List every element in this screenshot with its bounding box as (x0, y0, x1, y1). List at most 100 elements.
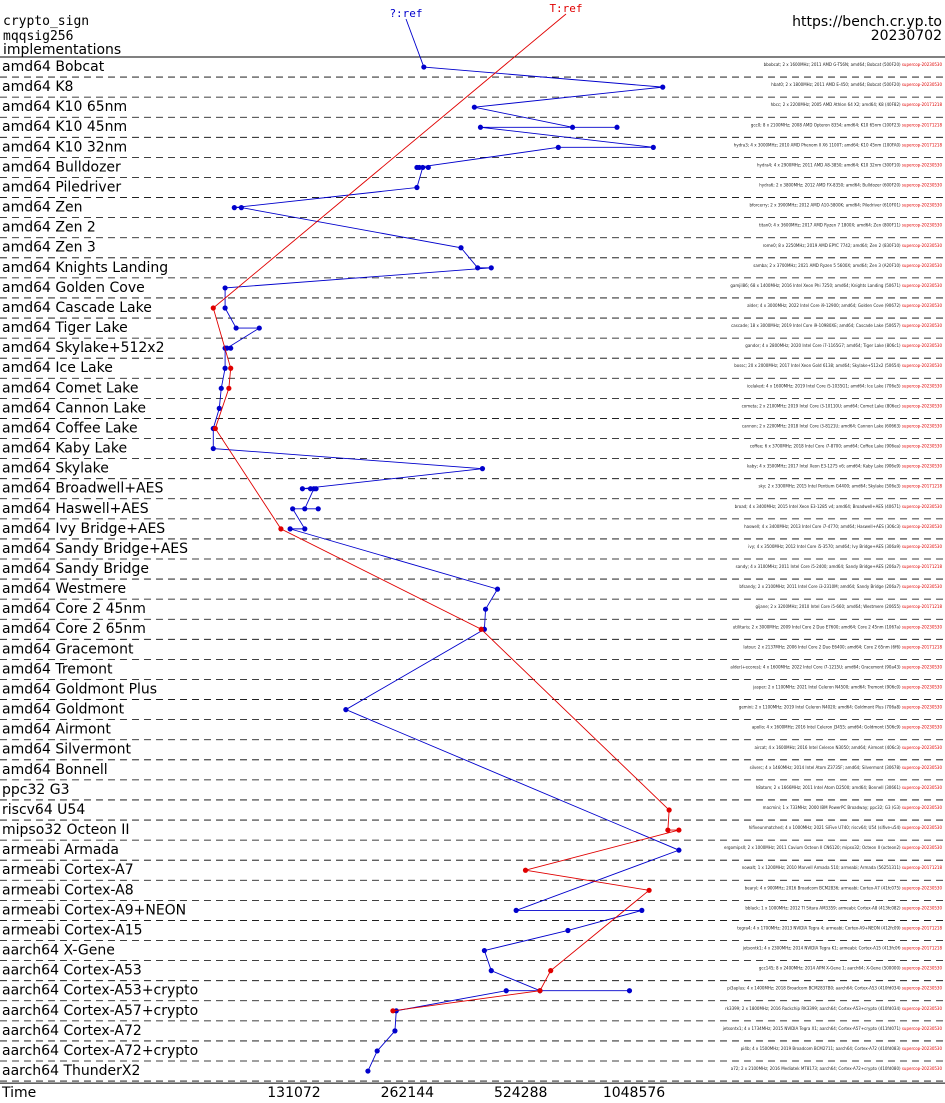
data-point (565, 928, 570, 933)
category-label: amd64 Ivy Bridge+AES (2, 521, 165, 537)
category-label: amd64 Core 2 45nm (2, 601, 146, 617)
machine-label: gcc145; 8 x 2400MHz; 2014 APM X-Gene 1; … (759, 966, 943, 971)
machine-label: samba; 2 x 3700MHz; 2021 AMD Ryzen 5 560… (753, 263, 942, 268)
machine-label: bossc; 20 x 2000MHz; 2017 Intel Xeon Gol… (734, 363, 942, 368)
machine-label: hydra4; 4 x 2900MHz; 2011 AMD A8-3850; a… (757, 162, 942, 167)
category-label: aarch64 Cortex-A72 (2, 1023, 142, 1039)
data-point (316, 506, 321, 511)
machine-label: gandor; 4 x 2800MHz; 2020 Intel Core i7-… (745, 343, 942, 348)
category-label: amd64 Zen (2, 200, 82, 216)
data-point (514, 908, 519, 913)
category-label: amd64 Haswell+AES (2, 501, 149, 517)
data-point (302, 506, 307, 511)
machine-label: cannon; 2 x 2200MHz; 2018 Intel Core i3-… (742, 423, 943, 428)
data-point (300, 486, 305, 491)
data-point (211, 305, 216, 310)
category-label: riscv64 U54 (2, 802, 85, 818)
machine-label: bearyl; 4 x 900MHz; 2016 Broadcom BCM283… (745, 885, 943, 890)
category-label: amd64 Zen 2 (2, 220, 96, 236)
data-point (390, 1008, 395, 1013)
category-label: amd64 Bonnell (2, 762, 108, 778)
category-label: aarch64 Cortex-A57+crypto (2, 1003, 198, 1019)
data-point (480, 466, 485, 471)
machine-label: alder(+ecores); 4 x 1600MHz; 2022 Intel … (730, 664, 942, 669)
data-point (660, 85, 665, 90)
data-point (479, 627, 484, 632)
category-label: amd64 Sandy Bridge (2, 561, 149, 577)
category-label: amd64 Bobcat (2, 59, 105, 75)
category-label: amd64 Cannon Lake (2, 400, 146, 416)
machine-label: tegra4; 4 x 1700MHz; 2013 NVIDIA Tegra 4… (737, 925, 942, 930)
machine-label: titan0; 4 x 3600MHz; 2017 AMD Ryzen 7 18… (759, 223, 942, 228)
category-label: amd64 Gracemont (2, 641, 134, 657)
data-point (421, 64, 426, 69)
machine-label: gemini; 2 x 1100MHz; 2019 Intel Celeron … (739, 705, 943, 710)
data-point (537, 988, 542, 993)
machine-label: apollo; 4 x 1600MHz; 2016 Intel Celeron … (752, 725, 943, 730)
category-label: amd64 Silvermont (2, 742, 132, 758)
category-label: amd64 Cascade Lake (2, 300, 152, 316)
category-label: armeabi Armada (2, 842, 119, 858)
data-point (523, 868, 528, 873)
machine-label: haswell; 4 x 3400MHz; 2013 Intel Core i7… (744, 524, 942, 529)
category-label: aarch64 Cortex-A72+crypto (2, 1043, 198, 1059)
data-point (475, 265, 480, 270)
data-point (232, 205, 237, 210)
data-point (211, 446, 216, 451)
data-point (495, 587, 500, 592)
category-label: amd64 Goldmont (2, 702, 125, 718)
data-point (478, 125, 483, 130)
data-point (667, 807, 672, 812)
data-point (639, 908, 644, 913)
data-point (665, 827, 670, 832)
data-point (489, 968, 494, 973)
category-label: aarch64 X-Gene (2, 943, 115, 959)
data-point (234, 325, 239, 330)
machine-label: sandy; 4 x 3100MHz; 2011 Intel Core i5-2… (736, 564, 943, 569)
data-point (483, 607, 488, 612)
machine-label: bforcerry; 2 x 3900MHz; 2012 AMD A10-580… (749, 203, 942, 208)
machine-label: jetsontx1; 4 x 1734MHz; 2015 NVIDIA Tegr… (722, 1026, 943, 1031)
machine-label: jetsontk1; 4 x 2300MHz; 2014 NVIDIA Tegr… (742, 946, 943, 951)
machine-label: ivy; 4 x 3500MHz; 2012 Intel Core i5-357… (748, 544, 942, 549)
category-label: amd64 Knights Landing (2, 260, 168, 276)
category-label: amd64 Ice Lake (2, 360, 113, 376)
machine-label: gcc0; 8 x 2100MHz; 2008 AMD Opteron 8354… (751, 122, 943, 127)
category-label: amd64 Sandy Bridge+AES (2, 541, 188, 557)
data-point (257, 325, 262, 330)
category-label: amd64 Tremont (2, 661, 113, 677)
data-point (472, 105, 477, 110)
machine-label: bblack; 1 x 1000MHz; 2012 TI Sitara AM33… (745, 905, 942, 910)
category-label: armeabi Cortex-A9+NEON (2, 902, 186, 918)
machine-label: macmini; 1 x 733MHz; 2000 IBM PowerPC Br… (763, 805, 943, 810)
machine-label: gamjil86; 68 x 1400MHz; 2016 Intel Xeon … (730, 283, 942, 288)
machine-label: aircat; 4 x 1600MHz; 2016 Intel Celeron … (755, 745, 943, 750)
data-point (226, 386, 231, 391)
category-label: amd64 Kaby Lake (2, 441, 127, 457)
data-point (219, 386, 224, 391)
data-point (676, 848, 681, 853)
data-point (392, 1028, 397, 1033)
data-point (228, 366, 233, 371)
data-point (228, 346, 233, 351)
category-label: aarch64 ThunderX2 (2, 1063, 140, 1079)
category-label: amd64 Piledriver (2, 179, 121, 195)
category-label: aarch64 Cortex-A53 (2, 963, 142, 979)
series-lead-line (406, 19, 424, 67)
data-point (290, 506, 295, 511)
data-point (311, 486, 316, 491)
data-point (222, 305, 227, 310)
data-point (278, 526, 283, 531)
category-label: amd64 Broadwell+AES (2, 481, 163, 497)
data-point (651, 145, 656, 150)
data-point (646, 888, 651, 893)
data-point (302, 526, 307, 531)
machine-label: hydra3; 4 x 3000MHz; 2010 AMD Phenom II … (734, 142, 943, 147)
category-label: armeabi Cortex-A15 (2, 922, 143, 938)
category-label: amd64 Core 2 65nm (2, 621, 146, 637)
machine-label: latour; 2 x 2137MHz; 2006 Intel Core 2 D… (743, 644, 942, 649)
data-point (213, 426, 218, 431)
machine-label: hbat0; 2 x 1800MHz; 2011 AMD E-450; amd6… (771, 82, 942, 87)
category-label: amd64 Skylake+512x2 (2, 340, 164, 356)
